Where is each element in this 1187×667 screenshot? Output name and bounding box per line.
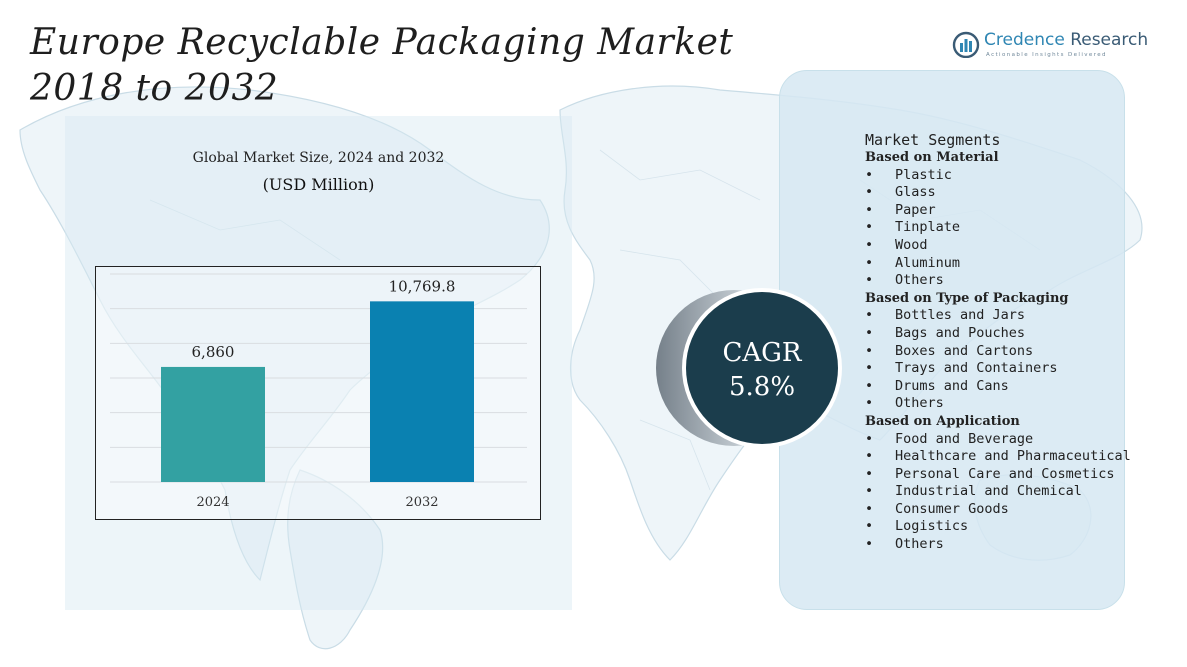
cagr-value: 5.8% [729, 372, 795, 402]
bullet-icon: • [865, 342, 874, 359]
segment-item-label: Consumer Goods [895, 500, 1009, 517]
bullet-icon: • [865, 360, 874, 377]
bullet-icon: • [865, 395, 874, 412]
segment-item: • Aluminum [865, 255, 1131, 273]
logo-name-part2: Research [1070, 30, 1149, 50]
bar-chart-circle-icon [952, 31, 980, 58]
bullet-icon: • [865, 236, 874, 253]
segment-item-label: Tinplate [895, 219, 961, 236]
segment-item: • Paper [865, 202, 1131, 220]
credence-research-logo: Credence Research Actionable Insights De… [952, 30, 1152, 66]
bullet-icon: • [865, 272, 874, 289]
bullet-icon: • [865, 465, 874, 482]
segment-item-label: Boxes and Cartons [895, 342, 1034, 359]
bullet-icon: • [865, 184, 874, 201]
segment-item-label: Trays and Containers [895, 360, 1058, 377]
logo-name-part1: Credence [984, 30, 1065, 50]
segment-item-label: Others [895, 536, 944, 553]
bullet-icon: • [865, 518, 874, 535]
segments-title: Market Segments [865, 131, 1001, 149]
bullet-icon: • [865, 448, 874, 465]
title-line-2: 2018 to 2032 [30, 68, 279, 109]
chart-subtitle: (USD Million) [262, 175, 375, 194]
bar-2024 [161, 366, 265, 482]
chart-title: Global Market Size, 2024 and 2032 [192, 150, 445, 166]
segment-item: • Bottles and Jars [865, 307, 1131, 325]
segment-item-label: Plastic [895, 166, 952, 183]
page-title: Europe Recyclable Packaging Market 2018 … [30, 20, 733, 112]
segment-item: • Food and Beverage [865, 431, 1131, 449]
segment-group-heading: Based on Application [865, 413, 1020, 429]
bullet-icon: • [865, 254, 874, 271]
segment-item-label: Glass [895, 184, 936, 201]
segment-item-label: Paper [895, 201, 936, 218]
segment-item: • Boxes and Cartons [865, 343, 1131, 361]
segment-item-label: Industrial and Chemical [895, 483, 1082, 500]
title-line-1: Europe Recyclable Packaging Market [30, 22, 734, 63]
chart-panel [65, 116, 572, 610]
segment-item-label: Healthcare and Pharmaceutical [895, 448, 1131, 465]
segment-list: • Bottles and Jars • Bags and Pouches • Boxes… [865, 307, 1131, 413]
category-label: 2032 [405, 495, 438, 510]
segment-item: • Others [865, 272, 1131, 290]
bullet-icon: • [865, 324, 874, 341]
segment-item: • Others [865, 536, 1131, 554]
segment-item: • Consumer Goods [865, 501, 1131, 519]
segment-item: • Healthcare and Pharmaceutical [865, 448, 1131, 466]
segment-list: • Food and Beverage • Healthcare and Pharma… [865, 431, 1131, 554]
bars [161, 301, 474, 482]
segment-item: • Others [865, 395, 1131, 413]
bullet-icon: • [865, 377, 874, 394]
logo-name: Credence Research [984, 30, 1148, 50]
segment-group-heading: Based on Material [865, 150, 999, 165]
bullet-icon: • [865, 500, 874, 517]
segment-item-label: Aluminum [895, 254, 961, 271]
segment-item-label: Food and Beverage [895, 430, 1034, 447]
cagr-label: CAGR [722, 338, 802, 368]
bullet-icon: • [865, 166, 874, 183]
segment-item: • Wood [865, 237, 1131, 255]
bar-chart: 6,860 2024 10,769.8 2032 [95, 266, 541, 520]
bullet-icon: • [865, 483, 874, 500]
cagr-badge: CAGR 5.8% [656, 288, 842, 448]
data-label: 6,860 [192, 343, 235, 361]
segment-item: • Plastic [865, 167, 1131, 185]
segment-item-label: Others [895, 395, 944, 412]
bullet-icon: • [865, 201, 874, 218]
segment-item-label: Others [895, 272, 944, 289]
bullet-icon: • [865, 430, 874, 447]
market-segments: Market Segments Based on Material • Plasti… [865, 131, 1131, 554]
bullet-icon: • [865, 307, 874, 324]
segment-item: • Tinplate [865, 219, 1131, 237]
segment-item: • Industrial and Chemical [865, 483, 1131, 501]
segment-item: • Glass [865, 184, 1131, 202]
logo-tagline: Actionable Insights Delivered [986, 52, 1107, 58]
segment-item: • Bags and Pouches [865, 325, 1131, 343]
segment-item-label: Bottles and Jars [895, 307, 1026, 324]
segment-item-label: Drums and Cans [895, 377, 1009, 394]
labels: 6,860 2024 10,769.8 2032 [192, 277, 456, 510]
data-label: 10,769.8 [389, 277, 456, 295]
segment-item-label: Logistics [895, 518, 969, 535]
bullet-icon: • [865, 219, 874, 236]
segment-item: • Logistics [865, 518, 1131, 536]
segment-item-label: Personal Care and Cosmetics [895, 465, 1115, 482]
segment-item-label: Wood [895, 236, 928, 253]
bar-2032 [370, 301, 474, 482]
segment-item: • Trays and Containers [865, 360, 1131, 378]
segment-item-label: Bags and Pouches [895, 324, 1026, 341]
segment-list: • Plastic • Glass • Paper • Tinplate • Wood • Alumi… [865, 167, 1131, 290]
bullet-icon: • [865, 536, 874, 553]
segment-item: • Drums and Cans [865, 378, 1131, 396]
segment-item: • Personal Care and Cosmetics [865, 466, 1131, 484]
segment-group-heading: Based on Type of Packaging [865, 290, 1069, 306]
category-label: 2024 [196, 495, 229, 510]
cagr-circle [686, 292, 838, 444]
